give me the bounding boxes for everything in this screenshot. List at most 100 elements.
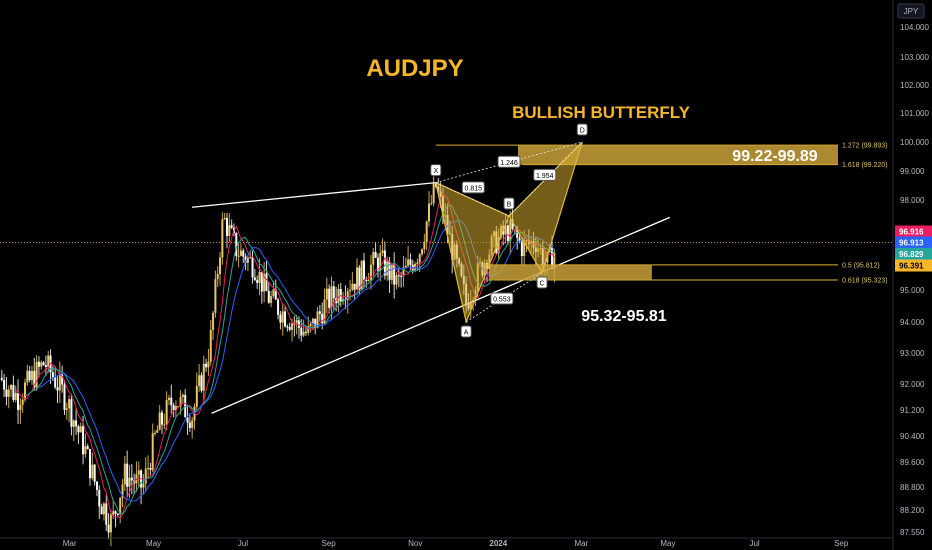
candle: [10, 383, 13, 397]
price-tag: [895, 247, 932, 260]
candle: [207, 348, 210, 377]
candle: [328, 284, 331, 314]
candle-body: [223, 217, 226, 220]
y-tick-label: 92.000: [900, 380, 925, 389]
candle: [142, 474, 145, 495]
candle: [325, 277, 328, 313]
candle: [432, 176, 435, 207]
candle-body: [284, 311, 287, 327]
candle-body: [33, 370, 36, 388]
candle-body: [318, 311, 321, 314]
candle-body: [325, 288, 328, 300]
candle-body: [56, 387, 59, 391]
candle: [188, 414, 191, 433]
pattern-point-label: C: [540, 280, 545, 287]
pattern-point-badge: [460, 325, 472, 338]
candle: [163, 413, 166, 430]
candle-body: [100, 506, 103, 515]
trend-line: [191, 181, 436, 208]
candle-body: [195, 385, 198, 407]
candle: [3, 373, 6, 397]
candle-body: [297, 320, 300, 328]
candle: [35, 355, 38, 391]
candle: [342, 291, 345, 305]
candle: [135, 461, 138, 492]
candle-body: [381, 250, 384, 253]
candle-body: [209, 330, 212, 362]
candle: [214, 270, 217, 318]
candle-body: [207, 361, 210, 368]
candle: [181, 393, 184, 403]
candle-body: [390, 263, 393, 280]
candle: [198, 364, 201, 392]
candle-body: [379, 252, 382, 271]
candle-body: [402, 267, 405, 277]
candle-body: [362, 260, 365, 281]
candle: [404, 257, 407, 269]
candle-body: [304, 331, 307, 333]
candle: [330, 276, 333, 321]
candle-body: [216, 274, 219, 280]
candle: [5, 376, 8, 406]
candle-body: [277, 299, 280, 315]
candle: [302, 319, 305, 338]
candle-body: [291, 323, 294, 330]
candle-body: [3, 379, 6, 390]
candle: [154, 430, 157, 437]
fib-level-label: 1.272 (99.893): [842, 143, 888, 150]
candle-body: [221, 219, 224, 258]
candle: [346, 287, 349, 314]
candle-body: [295, 320, 298, 325]
candle-body: [249, 257, 252, 259]
candle: [367, 272, 370, 282]
candle: [265, 260, 268, 292]
candle-body: [281, 311, 284, 323]
candle: [374, 242, 377, 259]
candle-body: [393, 263, 396, 285]
candle: [95, 480, 98, 497]
candle: [430, 194, 433, 206]
candle-body: [75, 420, 78, 427]
candle: [407, 246, 410, 268]
candle: [421, 248, 424, 257]
candle-body: [239, 250, 242, 256]
candle-body: [179, 396, 182, 407]
candle: [79, 422, 82, 433]
candle: [61, 365, 64, 393]
candle-body: [82, 426, 85, 455]
candle: [28, 366, 31, 383]
candle-body: [79, 426, 82, 433]
candle-body: [186, 417, 189, 423]
candle-body: [409, 259, 412, 265]
candle-body: [28, 370, 31, 381]
candle: [102, 501, 105, 521]
x-tick-label: Jul: [749, 539, 759, 548]
y-tick-label: 88.800: [900, 483, 925, 492]
candle: [72, 419, 75, 442]
candle-body: [353, 283, 356, 290]
candle-body: [63, 384, 66, 410]
candle-body: [272, 289, 275, 297]
candle-body: [200, 375, 203, 391]
candle: [223, 212, 226, 221]
candle-body: [288, 327, 291, 330]
candle-body: [70, 399, 73, 427]
candle-body: [114, 511, 117, 514]
candle-body: [68, 399, 71, 409]
candle: [277, 297, 280, 320]
candle-body: [142, 483, 145, 488]
candle: [191, 416, 194, 439]
candle-body: [342, 299, 345, 302]
candle-body: [421, 249, 424, 255]
candle-body: [91, 464, 94, 479]
candle-body: [388, 261, 391, 280]
candle: [221, 212, 224, 265]
candle: [272, 281, 275, 299]
pattern-point-label: A: [464, 330, 469, 337]
candle: [209, 320, 212, 366]
ratio-badge-bg: [533, 168, 557, 181]
candle: [105, 495, 108, 531]
ratio-badge-label: 1.246: [500, 160, 518, 167]
target-zone-label: 99.22-99.89: [732, 148, 818, 165]
candle: [195, 372, 198, 413]
